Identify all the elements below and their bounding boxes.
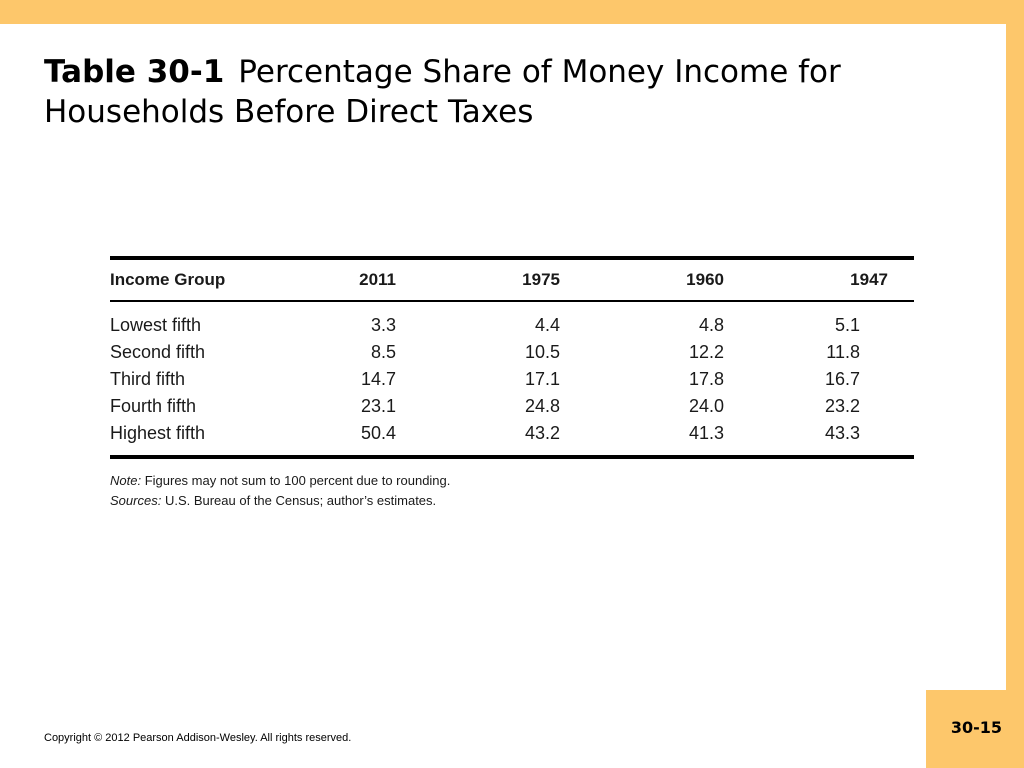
slide: Table 30-1 Percentage Share of Money Inco… — [0, 24, 1006, 768]
cell-value: 17.1 — [524, 369, 560, 389]
note-line: Note: Figures may not sum to 100 percent… — [110, 471, 914, 491]
header-income-group: Income Group — [110, 270, 226, 289]
page-number: 30-15 — [950, 718, 1002, 737]
sources-line: Sources: U.S. Bureau of the Census; auth… — [110, 491, 914, 511]
cell-value: 43.3 — [824, 423, 860, 443]
row-label: Fourth fifth — [110, 396, 197, 416]
cell-value: 24.0 — [688, 396, 724, 416]
table-header-rule — [110, 300, 914, 302]
cell-value: 5.1 — [834, 315, 860, 335]
header-2011: 2011 — [359, 270, 396, 289]
cell-value: 3.3 — [370, 315, 396, 335]
table-row: Second fifth 8.5 10.5 12.2 11.8 — [110, 339, 914, 366]
cell-value: 23.1 — [360, 396, 396, 416]
table-row: Highest fifth 50.4 43.2 41.3 43.3 — [110, 420, 914, 447]
table-row: Fourth fifth 23.1 24.8 24.0 23.2 — [110, 393, 914, 420]
cell-value: 50.4 — [360, 423, 396, 443]
header-1947: 1947 — [850, 270, 888, 289]
note-label: Note: — [110, 473, 142, 488]
cell-value: 23.2 — [824, 396, 860, 416]
cell-value: 24.8 — [524, 396, 560, 416]
table-header-row: Income Group 2011 1975 1960 1947 — [110, 260, 914, 300]
sources-text: U.S. Bureau of the Census; author’s esti… — [164, 493, 437, 508]
table-body: Lowest fifth 3.3 4.4 4.8 5.1 Second fift… — [110, 302, 914, 447]
copyright-notice: Copyright © 2012 Pearson Addison-Wesley.… — [44, 732, 352, 744]
cell-value: 4.4 — [534, 315, 560, 335]
cell-value: 11.8 — [826, 342, 860, 362]
cell-value: 10.5 — [524, 342, 560, 362]
table-row: Third fifth 14.7 17.1 17.8 16.7 — [110, 366, 914, 393]
table-top-rule — [110, 256, 914, 260]
title-text: Percentage Share of Money Income for Hou… — [44, 54, 841, 130]
table-number: Table 30-1 — [44, 54, 225, 90]
cell-value: 17.8 — [688, 369, 724, 389]
row-label: Lowest fifth — [110, 315, 202, 335]
page-number-box: 30-15 — [926, 690, 1024, 768]
cell-value: 41.3 — [688, 423, 724, 443]
header-1960: 1960 — [686, 270, 724, 289]
header-1975: 1975 — [522, 270, 560, 289]
note-text: Figures may not sum to 100 percent due t… — [144, 473, 451, 488]
table-bottom-rule — [110, 455, 914, 459]
table-row: Lowest fifth 3.3 4.4 4.8 5.1 — [110, 312, 914, 339]
slide-title: Table 30-1 Percentage Share of Money Inco… — [44, 52, 984, 132]
row-label: Highest fifth — [110, 423, 206, 443]
cell-value: 12.2 — [688, 342, 724, 362]
cell-value: 4.8 — [698, 315, 724, 335]
row-label: Second fifth — [110, 342, 206, 362]
income-share-table: Income Group 2011 1975 1960 1947 Lowest … — [110, 256, 914, 511]
sources-label: Sources: — [110, 493, 162, 508]
cell-value: 8.5 — [370, 342, 396, 362]
cell-value: 14.7 — [360, 369, 396, 389]
row-label: Third fifth — [110, 369, 186, 389]
cell-value: 16.7 — [824, 369, 860, 389]
table-notes: Note: Figures may not sum to 100 percent… — [110, 471, 914, 511]
cell-value: 43.2 — [524, 423, 560, 443]
